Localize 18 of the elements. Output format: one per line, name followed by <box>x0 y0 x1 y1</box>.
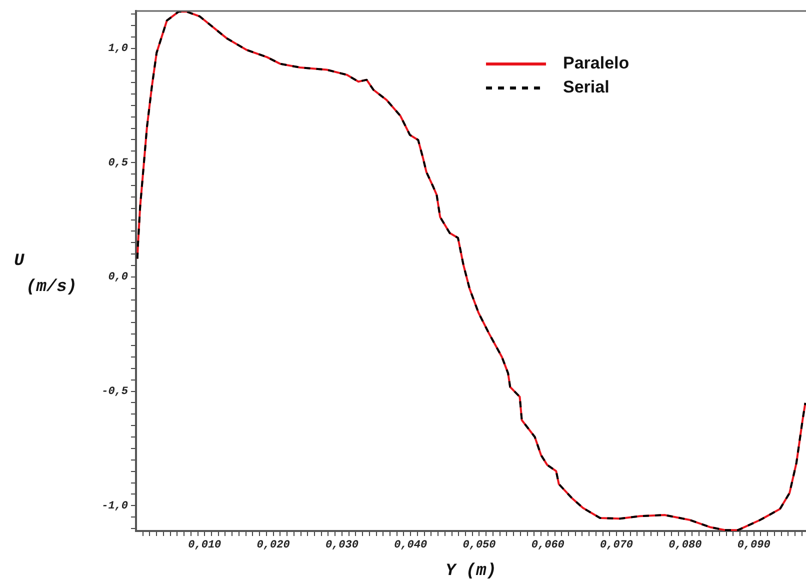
x-tick-label: 0,040 <box>394 539 428 552</box>
x-tick-label: 0,020 <box>256 539 290 552</box>
x-tick-label: 0,080 <box>668 539 702 552</box>
x-tick-label: 0,070 <box>600 539 634 552</box>
x-tick-label: 0,090 <box>737 539 771 552</box>
legend-label: Paralelo <box>563 54 630 73</box>
y-tick-label: 0,5 <box>108 157 128 170</box>
legend-label: Serial <box>563 78 610 97</box>
x-axis-title: Y (m) <box>445 562 497 581</box>
x-tick-label: 0,060 <box>531 539 565 552</box>
y-tick-label: 0,0 <box>108 272 128 284</box>
y-tick-label: 1,0 <box>108 43 128 56</box>
x-tick-label: 0,050 <box>462 539 496 552</box>
x-tick-label: 0,030 <box>325 539 359 552</box>
y-tick-label: -1,0 <box>102 500 128 512</box>
y-axis-title: U (m/s) <box>14 252 78 298</box>
x-tick-label: 0,010 <box>188 539 222 552</box>
y-tick-label: -0,5 <box>102 386 128 398</box>
